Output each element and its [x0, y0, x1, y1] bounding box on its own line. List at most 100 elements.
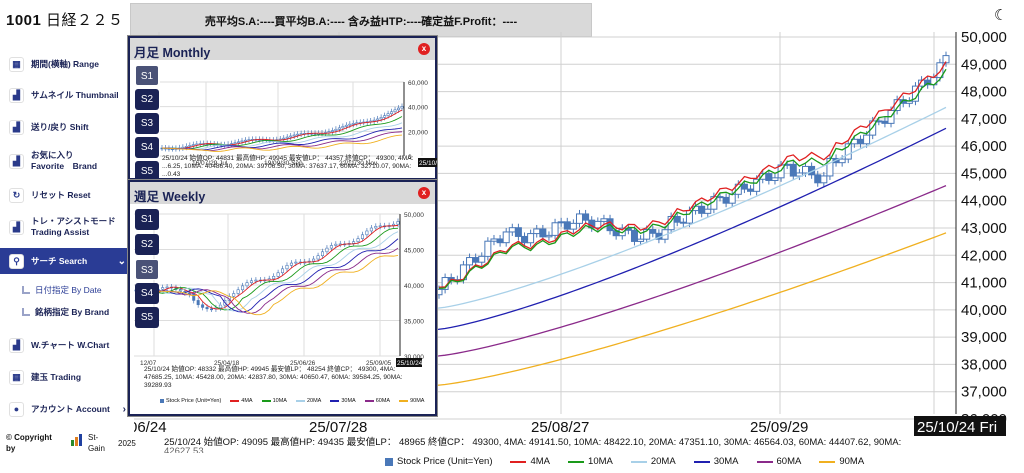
y-tick-label: 41,000: [961, 275, 1007, 292]
candle-body: [188, 145, 192, 147]
candle-body: [356, 238, 360, 242]
y-tick-label: 30,000: [404, 354, 424, 361]
candle-body: [582, 213, 590, 221]
stgain-logo-icon: [70, 434, 86, 446]
weekly-s1-button[interactable]: S1: [135, 209, 159, 230]
candle-body: [551, 222, 559, 236]
monthly-s3-button[interactable]: S3: [135, 113, 159, 134]
y-tick-label: 50,000: [404, 212, 424, 219]
ma-line-90: [133, 232, 947, 410]
sidebar-item-reset[interactable]: ↻ リセット Reset: [0, 185, 134, 205]
monthly-s4-button[interactable]: S4: [135, 137, 159, 158]
monthly-ohlc-info: 25/10/24 始値OP: 44831 最高値HP: 49945 最安値LP：…: [162, 155, 414, 162]
weekly-s4-button[interactable]: S4: [135, 283, 159, 304]
calendar-icon: ▦: [9, 369, 24, 385]
y-tick-label: 44,000: [961, 193, 1007, 210]
monthly-chart[interactable]: 60,000 40,000 20,000 0 16/07/29 Jul 19/09/30 …: [160, 60, 437, 180]
close-icon[interactable]: x: [418, 43, 430, 55]
brand-code: 1001: [6, 12, 42, 29]
candle-body: [539, 228, 547, 238]
y-tick-label: 46,000: [961, 138, 1007, 155]
candle-body: [747, 188, 755, 192]
sidebar-item-label: サーチ Search: [31, 256, 88, 266]
candle-body: [376, 118, 380, 121]
candle-body: [240, 140, 244, 143]
monthly-s1-button[interactable]: S1: [135, 65, 159, 86]
legend-swatch: [295, 400, 305, 402]
sidebar-item-trading-assist[interactable]: ▟ トレ・アシストモード Trading Assist: [0, 214, 134, 240]
weekly-window[interactable]: 週足 Weekly x 50,000 45,000 40,000 35,000 30,0…: [128, 180, 437, 416]
candle-body: [490, 238, 498, 242]
candle-body: [514, 227, 522, 237]
candle-body: [575, 213, 583, 224]
close-icon[interactable]: x: [418, 187, 430, 199]
sidebar-item-shift[interactable]: ▟ 送り/戻り Shift: [0, 117, 134, 137]
candle-body: [233, 142, 237, 145]
candle-body: [393, 109, 397, 113]
candle-body: [292, 134, 296, 137]
candle-body: [365, 230, 369, 236]
candle-body: [285, 136, 289, 139]
legend-swatch: [630, 460, 647, 463]
monthly-s2-button[interactable]: S2: [135, 89, 159, 110]
y-tick-label: 0: [408, 154, 412, 161]
candle-body: [383, 115, 387, 118]
legend-item: 4MA: [230, 398, 253, 404]
weekly-s5-button[interactable]: S5: [135, 307, 159, 328]
sidebar-sub-by-brand[interactable]: 銘柄指定 By Brand: [22, 306, 109, 318]
legend-swatch: [364, 400, 374, 402]
sidebar-item-thumbnail[interactable]: ▟ サムネイル Thumbnail: [0, 85, 134, 105]
legend-label: 4MA: [241, 398, 253, 404]
weekly-s2-button[interactable]: S2: [135, 234, 159, 255]
legend-swatch: [510, 460, 527, 463]
calendar-icon: ▦: [9, 56, 24, 72]
brand-name: 日経２２５: [46, 12, 124, 29]
x-tick-label: 25/10/24: [397, 360, 423, 367]
candle-body: [390, 111, 394, 115]
sidebar-item-account[interactable]: ● アカウント Account ›: [0, 399, 134, 419]
candle-body: [348, 123, 352, 126]
legend-swatch: [819, 460, 836, 463]
sidebar-sub-by-date[interactable]: 日付指定 By Date: [22, 284, 102, 296]
legend-label: 60MA: [375, 398, 391, 404]
sidebar-item-range[interactable]: ▦ 期間(横軸) Range: [0, 54, 134, 74]
ma-line-60: [133, 185, 947, 381]
sidebar-item-wchart[interactable]: ▟ W.チャート W.Chart: [0, 335, 134, 355]
monthly-window[interactable]: 月足 Monthly x 60,000 40,000 20,000 0 16/07/29…: [128, 36, 437, 182]
monthly-s5-button[interactable]: S5: [135, 161, 159, 182]
legend-swatch: [399, 400, 409, 402]
moon-icon[interactable]: ☾: [994, 7, 1008, 24]
ma-line: [135, 254, 399, 316]
search-icon: ⚲: [9, 253, 24, 269]
sidebar-item-search[interactable]: ⚲ サーチ Search ⌄: [0, 248, 134, 274]
legend-label: 20MA: [650, 456, 676, 467]
candle-body: [838, 158, 846, 164]
sidebar-item-favorite[interactable]: ▟ お気に入り Favorite Brand: [0, 148, 134, 174]
chart-icon: ▟: [9, 219, 24, 235]
legend-swatch: [693, 460, 710, 463]
candle-body: [397, 107, 401, 111]
candle-body: [296, 133, 300, 136]
sidebar-item-trading[interactable]: ▦ 建玉 Trading: [0, 367, 134, 387]
candle-body: [191, 144, 195, 146]
legend-item: 90MA: [399, 398, 424, 404]
y-tick-label: 50,000: [961, 29, 1007, 46]
sidebar-item-label: 建玉 Trading: [31, 372, 82, 382]
candle-body: [334, 243, 338, 246]
weekly-chart[interactable]: 50,000 45,000 40,000 35,000 30,000 12/07 25/04…: [134, 204, 437, 416]
x-tick-label: 25/08/27: [531, 419, 589, 436]
weekly-s3-button[interactable]: S3: [135, 259, 159, 280]
chevron-down-icon: ⌄: [117, 255, 126, 267]
x-tick-label: 25/10/24 Fri: [917, 419, 997, 436]
chart-icon: ▟: [9, 87, 24, 103]
candle-body: [344, 124, 348, 127]
legend-label: Stock Price (Unit=Yen): [166, 398, 222, 404]
sidebar-item-label: 期間(横軸) Range: [31, 59, 100, 69]
x-tick-label: 16/07/29 Jul: [192, 160, 228, 167]
sidebar: ▦ 期間(横軸) Range ▟ サムネイル Thumbnail ▟ 送り/戻り Sh…: [0, 40, 134, 468]
legend-label: 30MA: [341, 398, 356, 404]
candle-body: [396, 221, 400, 225]
weekly-legend: Stock Price (Unit=Yen) 4MA 10MA 20MA 30MA 60M…: [160, 398, 433, 404]
legend-item: 30MA: [330, 398, 356, 404]
brand-text: St- Gain: [88, 433, 105, 453]
